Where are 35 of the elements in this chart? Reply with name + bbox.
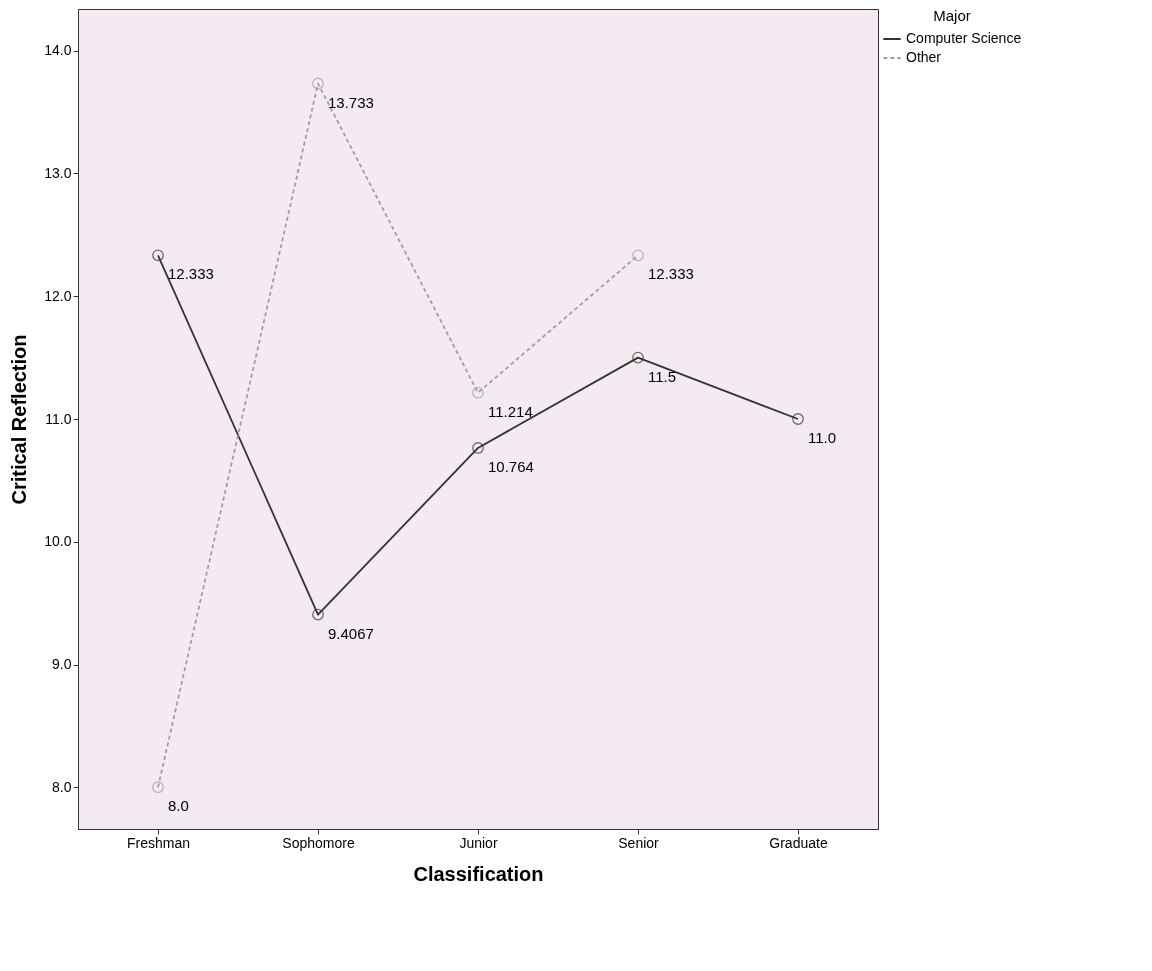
point <box>312 608 324 621</box>
point <box>632 249 644 262</box>
y-tick-label: 12.0 <box>44 287 72 304</box>
data-label: 11.214 <box>488 402 533 420</box>
y-tick-label: 13.0 <box>44 164 72 181</box>
legend-label: Computer Science <box>906 30 1022 46</box>
point <box>472 386 484 399</box>
y-axis-title: Critical Reflection <box>8 334 31 505</box>
x-tick-label: Senior <box>618 834 660 851</box>
data-label: 13.733 <box>328 93 374 111</box>
y-tick-label: 11.0 <box>45 410 72 427</box>
data-label: 11.0 <box>808 429 837 446</box>
legend-title: Major <box>933 7 971 24</box>
legend-label: Other <box>906 49 942 65</box>
x-tick-label: Graduate <box>769 834 828 851</box>
y-tick-label: 8.0 <box>52 778 72 795</box>
point <box>152 249 164 262</box>
x-tick-label: Junior <box>459 834 498 851</box>
data-label: 11.5 <box>648 367 677 385</box>
x-axis-title: Classification <box>413 862 544 885</box>
data-label: 8.0 <box>168 797 189 815</box>
y-tick-label: 14.0 <box>44 42 72 59</box>
point <box>792 413 804 425</box>
y-tick-label: 10.0 <box>44 533 72 550</box>
x-tick-label: Sophomore <box>282 834 355 851</box>
point <box>632 351 644 364</box>
point <box>312 77 324 90</box>
point <box>472 442 484 454</box>
data-label: 12.333 <box>168 265 214 283</box>
data-label: 10.764 <box>488 457 534 475</box>
x-tick-label: Freshman <box>126 834 191 851</box>
point <box>152 781 164 794</box>
data-label: 9.4067 <box>328 624 374 642</box>
data-label: 12.333 <box>648 265 694 283</box>
y-tick-label: 9.0 <box>52 656 72 673</box>
